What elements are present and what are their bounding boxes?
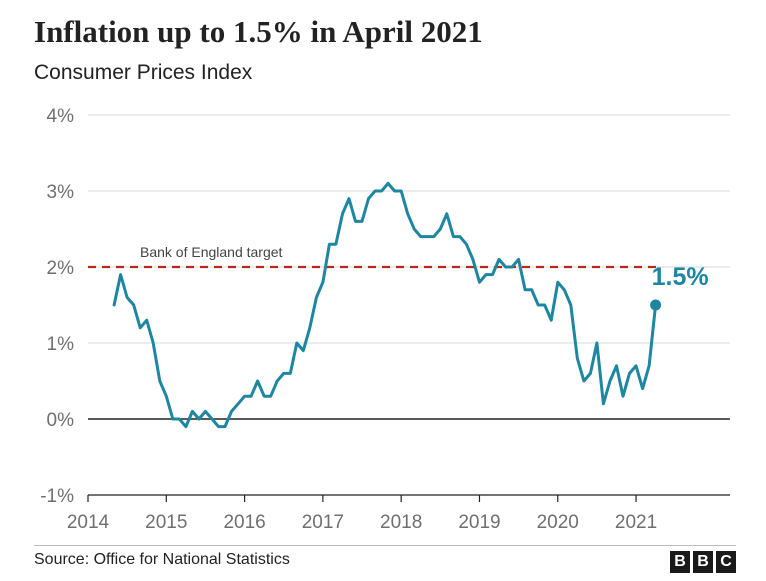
- bbc-logo-letter: B: [670, 551, 690, 573]
- y-tick-label: 1%: [47, 334, 75, 355]
- x-tick-label: 2014: [67, 512, 110, 533]
- y-tick-label: 4%: [47, 106, 75, 127]
- source-note: Source: Office for National Statistics: [34, 551, 290, 568]
- x-tick-label: 2018: [380, 512, 422, 533]
- bbc-logo-letter: C: [716, 551, 736, 573]
- latest-value-dot: [650, 299, 662, 311]
- x-tick-label: 2020: [537, 512, 579, 533]
- chart-title: Inflation up to 1.5% in April 2021: [34, 14, 483, 49]
- chart-subtitle: Consumer Prices Index: [34, 61, 253, 84]
- x-tick-label: 2021: [615, 512, 657, 533]
- y-tick-label: 3%: [47, 182, 75, 203]
- x-tick-label: 2015: [145, 512, 187, 533]
- y-tick-label: 2%: [47, 258, 75, 279]
- x-tick-label: 2016: [223, 512, 265, 533]
- target-label: Bank of England target: [140, 244, 283, 260]
- cpi-series-line: [112, 181, 658, 429]
- x-tick-label: 2017: [302, 512, 344, 533]
- latest-value-label: 1.5%: [652, 263, 709, 291]
- bbc-logo-letter: B: [693, 551, 713, 573]
- y-tick-label: -1%: [40, 486, 74, 507]
- y-tick-label: 0%: [47, 410, 75, 431]
- x-tick-label: 2019: [458, 512, 500, 533]
- footer-divider: [34, 545, 736, 546]
- line-chart: -1% 0% 1% 2% 3% 4% 2014 2015 2016 2017 2018 2019 202…: [40, 106, 730, 533]
- bbc-logo: B B C: [670, 551, 736, 573]
